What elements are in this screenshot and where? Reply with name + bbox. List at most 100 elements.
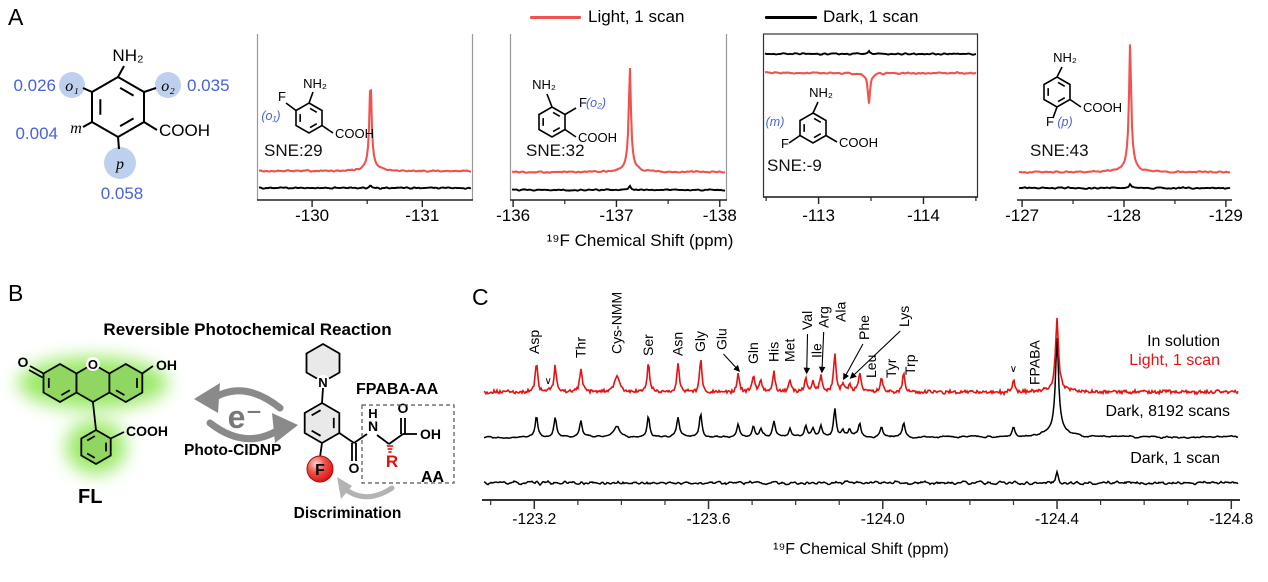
peak-label-Ala: Ala — [832, 302, 848, 322]
amide-o-label: O — [349, 460, 360, 476]
bond — [28, 369, 43, 379]
amine-label: NH₂ — [112, 46, 143, 65]
peak-label-Gly: Gly — [692, 331, 708, 352]
double-bond — [1057, 81, 1066, 87]
panel-c-label: C — [472, 284, 489, 310]
cycle-arrowhead-right — [272, 413, 298, 443]
dark-trace — [258, 184, 472, 190]
highlight-o2 — [155, 72, 181, 98]
tick-label: -124.0 — [861, 511, 905, 528]
bond — [117, 65, 125, 78]
highlight-o1 — [59, 72, 85, 98]
fl-acid-label: COOH — [126, 423, 168, 439]
fluorine-label: F — [315, 462, 325, 479]
bond — [143, 87, 157, 93]
unassigned-marker: ∨ — [1010, 364, 1017, 375]
double-bond — [86, 452, 96, 459]
peak-label-Ser: Ser — [640, 334, 656, 356]
fluoro-label: F — [781, 136, 789, 151]
peak-arrow-Phe — [843, 343, 864, 381]
bond — [376, 434, 390, 445]
acid-label: COOH — [578, 130, 617, 145]
peak-label-His: His — [765, 342, 781, 362]
ring-o-label: O — [88, 357, 98, 372]
piperidine-n-label: N — [318, 375, 327, 390]
ketone-o-label: O — [18, 354, 29, 370]
peak-arrow-Lys — [849, 330, 901, 379]
bond — [788, 134, 801, 144]
photo-cidnp-label: Photo-CIDNP — [184, 442, 282, 459]
trace-label-in-solution: In solution — [1147, 333, 1220, 350]
cycle-arrow-bottom — [206, 419, 284, 443]
bond — [319, 442, 323, 458]
dark-8192-trace — [483, 337, 1239, 439]
bond — [141, 365, 154, 375]
double-bond — [552, 127, 561, 133]
peak-arrow-Val — [803, 333, 811, 375]
position-label: (o₂) — [586, 96, 606, 110]
dark-trace — [1018, 182, 1231, 190]
spectrum-p-plot: -127 -128 -129 NH₂ F COOH (p) — [1005, 44, 1243, 225]
aa-box — [361, 404, 455, 484]
fl-phenyl — [80, 428, 112, 466]
tick-label: -138 — [703, 206, 737, 225]
double-bond — [813, 117, 822, 123]
peak-label-Leu: Leu — [863, 355, 879, 378]
bond — [388, 433, 404, 445]
fluoro-label: F — [278, 89, 286, 104]
double-bond — [119, 86, 135, 97]
double-bond — [813, 133, 822, 139]
inset-ring — [799, 112, 827, 144]
bond — [82, 121, 93, 128]
acid-o-label: O — [398, 400, 409, 416]
bond — [546, 93, 553, 108]
discrimination-arrow — [342, 485, 395, 500]
peak-arrow-Glu — [723, 353, 741, 372]
peak-label-Ile: Ile — [809, 343, 825, 358]
peak-label-Cys-NMM: Cys-NMM — [609, 292, 625, 354]
peak-label-Met: Met — [781, 339, 797, 362]
fluorine-sphere — [306, 455, 334, 483]
tick-label: -114 — [907, 206, 940, 225]
peak-label-Trp: Trp — [902, 354, 918, 375]
spectrum-o2-plot: -136 -137 -138 NH₂ F COOH (o₂) — [496, 34, 737, 225]
bond — [110, 431, 125, 440]
bond — [564, 107, 577, 116]
hfc-m: 0.004 — [15, 124, 58, 143]
amide-n-label: N — [368, 418, 378, 434]
bond — [812, 101, 819, 114]
acid-oh-label: OH — [420, 426, 441, 442]
legend-dark-label: Dark, 1 scan — [823, 7, 919, 26]
double-bond — [60, 389, 71, 396]
bond — [117, 136, 120, 150]
pos-m: m — [70, 120, 82, 137]
discrimination-arrowhead — [337, 477, 352, 499]
atom-bg — [316, 375, 330, 389]
bond — [825, 134, 838, 143]
position-label: (p) — [1057, 115, 1072, 129]
legend-light-label: Light, 1 scan — [588, 7, 685, 26]
hfc-p: 0.058 — [101, 184, 144, 203]
position-label: (m) — [766, 115, 785, 129]
sne-m: SNE:-9 — [767, 156, 822, 175]
light-trace — [764, 70, 977, 104]
bond — [29, 365, 44, 375]
pos-p: p — [115, 156, 124, 173]
fpaba-aa-label: FPABA-AA — [356, 381, 439, 398]
light-trace — [1018, 44, 1231, 174]
sne-o1: SNE:29 — [264, 141, 323, 160]
amine-label: NH₂ — [532, 77, 556, 92]
amide-h-label: H — [368, 406, 377, 421]
legend-light-line — [530, 16, 581, 19]
tick-label: -123.2 — [512, 511, 556, 528]
panel-a-label: A — [8, 4, 24, 30]
hydroxyl-label: OH — [156, 357, 177, 373]
acid-label: COOH — [1083, 100, 1122, 115]
light-trace — [258, 88, 472, 173]
amine-label: NH₂ — [809, 85, 833, 100]
legend-dark-line — [765, 16, 817, 19]
amine-label: NH₂ — [303, 76, 327, 91]
bond — [308, 91, 314, 104]
peak-label-Glu: Glu — [714, 328, 730, 350]
